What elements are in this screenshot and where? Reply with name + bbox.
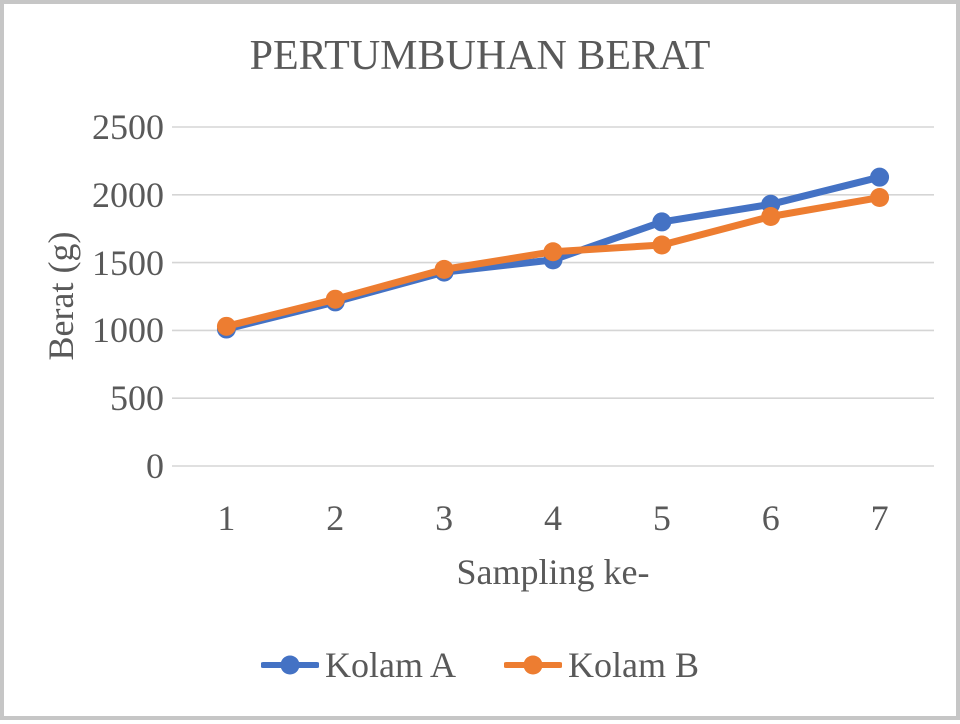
chart-title: PERTUMBUHAN BERAT: [249, 33, 711, 79]
x-tick-label: 6: [761, 498, 780, 538]
data-point-kolam-b: [325, 289, 345, 309]
x-tick-label: 2: [326, 498, 345, 538]
x-tick-label: 4: [544, 498, 562, 538]
data-point-kolam-b: [652, 235, 672, 255]
y-tick-label: 0: [146, 446, 164, 486]
legend-label: Kolam B: [568, 645, 699, 685]
legend-item-kolam-b: Kolam B: [504, 644, 699, 686]
data-point-kolam-b: [216, 316, 236, 336]
data-point-kolam-b: [434, 259, 454, 279]
y-tick-label: 2000: [92, 174, 164, 215]
legend-marker-icon: [261, 655, 319, 675]
x-tick-label: 3: [435, 498, 454, 538]
y-tick-label: 1500: [92, 242, 164, 283]
legend-label: Kolam A: [325, 645, 456, 685]
data-point-kolam-b: [543, 242, 563, 262]
legend-marker-icon: [504, 655, 562, 675]
data-point-kolam-a: [870, 167, 890, 187]
x-tick-label: 1: [217, 498, 236, 538]
legend: Kolam A Kolam B: [4, 644, 956, 686]
x-tick-label: 5: [652, 498, 671, 538]
y-tick-label: 500: [110, 378, 164, 419]
plot-area: [172, 126, 934, 467]
data-point-kolam-b: [870, 188, 890, 208]
x-axis-title: Sampling ke-: [456, 552, 650, 592]
legend-item-kolam-a: Kolam A: [261, 644, 456, 686]
data-point-kolam-a: [652, 212, 672, 232]
data-point-kolam-b: [761, 206, 781, 226]
y-tick-label: 2500: [92, 107, 164, 147]
y-tick-label: 1000: [92, 310, 164, 351]
x-tick-label: 7: [870, 498, 889, 538]
